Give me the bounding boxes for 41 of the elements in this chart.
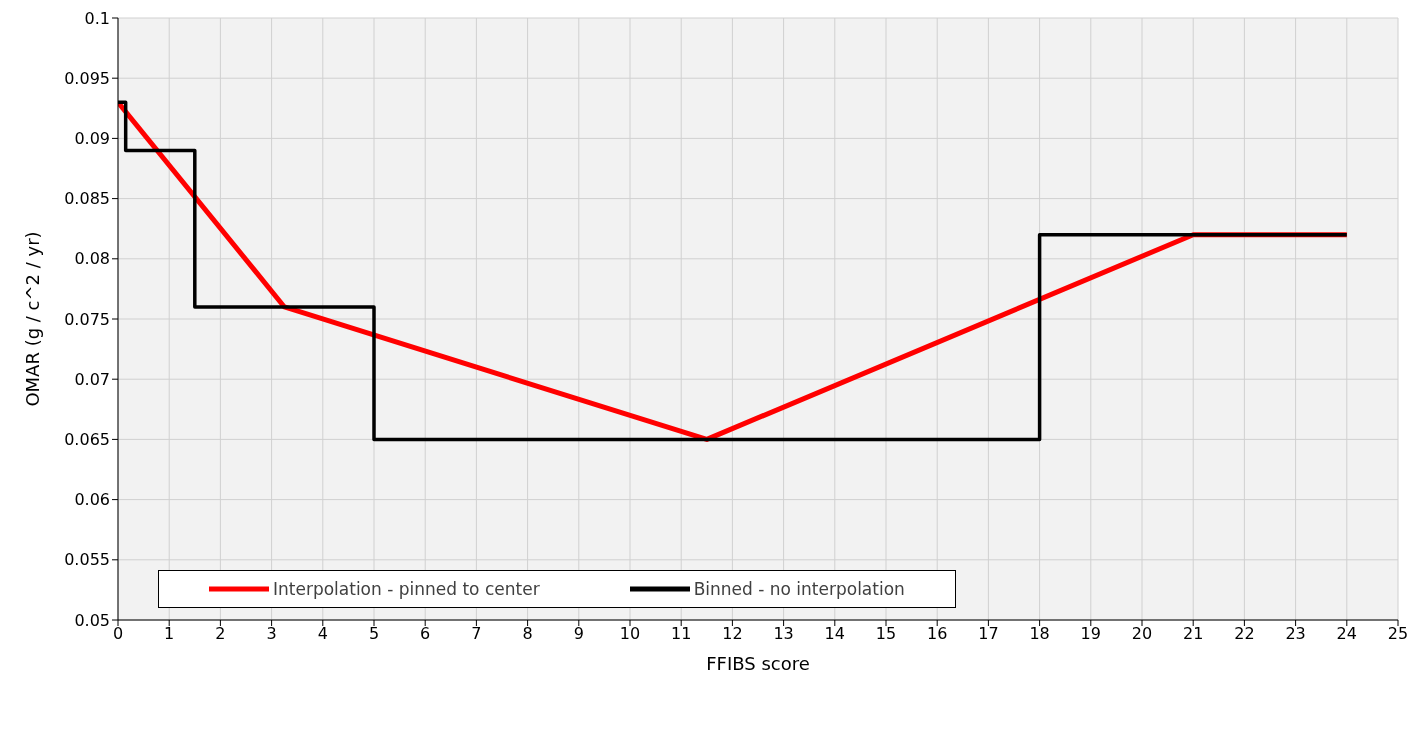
x-tick-label: 0 (112, 624, 124, 644)
y-tick-label: 0.075 (64, 309, 110, 329)
x-tick-label: 8 (522, 624, 533, 644)
y-tick-label: 0.09 (74, 129, 110, 149)
x-tick-label: 23 (1285, 624, 1306, 644)
x-tick-label: 19 (1080, 624, 1101, 644)
y-tick-label: 0.07 (74, 369, 110, 389)
x-tick-label: 6 (420, 624, 431, 644)
x-tick-label: 25 (1387, 624, 1409, 644)
x-tick-label: 11 (671, 624, 692, 644)
y-tick-label: 0.095 (64, 68, 110, 88)
x-tick-label: 13 (773, 624, 794, 644)
x-tick-label: 9 (573, 624, 584, 644)
y-tick-label: 0.055 (64, 550, 110, 570)
x-tick-label: 18 (1029, 624, 1050, 644)
x-tick-label: 3 (266, 624, 277, 644)
x-tick-label: 14 (824, 624, 845, 644)
y-tick-label: 0.06 (74, 490, 110, 510)
y-tick-label: 0.085 (64, 189, 110, 209)
y-tick-label: 0.05 (74, 610, 110, 630)
x-tick-label: 10 (619, 624, 641, 644)
x-tick-label: 12 (722, 624, 743, 644)
x-tick-label: 4 (317, 624, 328, 644)
x-tick-label: 7 (471, 624, 482, 644)
y-axis-title: OMAR (g / c^2 / yr) (22, 231, 44, 407)
x-axis-title: FFIBS score (706, 653, 810, 674)
x-tick-label: 24 (1336, 624, 1357, 644)
y-tick-label: 0.08 (74, 249, 110, 269)
legend-label: Interpolation - pinned to center (272, 579, 540, 599)
x-tick-label: 1 (164, 624, 175, 644)
x-tick-label: 16 (927, 624, 948, 644)
x-tick-label: 17 (978, 624, 999, 644)
x-tick-label: 15 (875, 624, 897, 644)
legend-label: Binned - no interpolation (692, 579, 905, 599)
x-tick-label: 22 (1234, 624, 1255, 644)
x-tick-label: 2 (215, 624, 226, 644)
x-tick-label: 5 (368, 624, 380, 644)
x-tick-label: 20 (1131, 624, 1153, 644)
y-tick-label: 0.065 (64, 430, 110, 450)
y-tick-label: 0.1 (84, 8, 110, 28)
x-tick-label: 21 (1183, 624, 1204, 644)
